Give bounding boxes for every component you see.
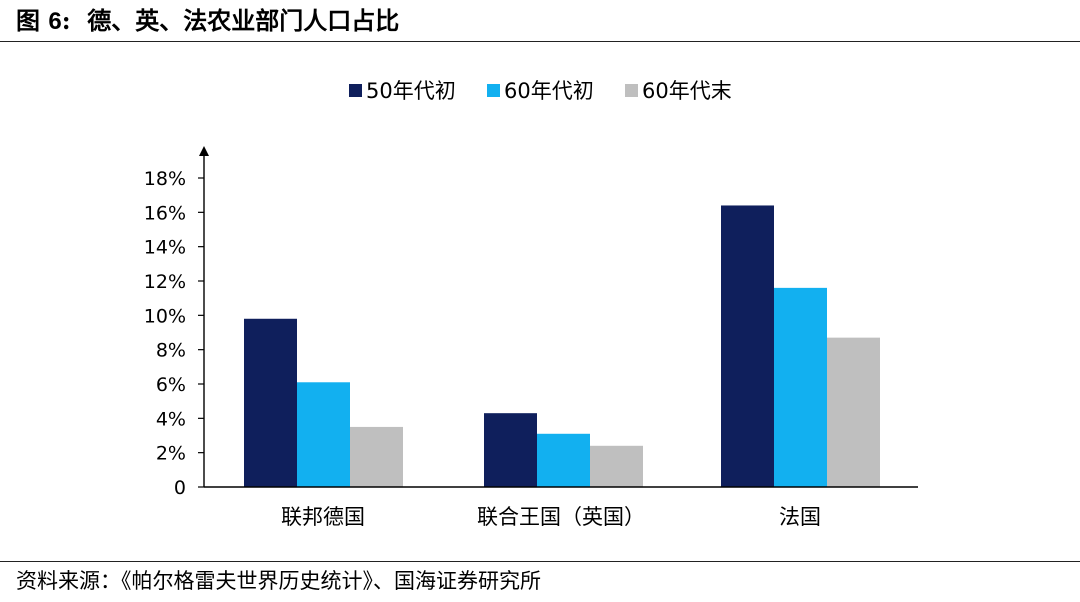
legend-swatch-3: [625, 84, 638, 97]
bar-chart: 50年代初 60年代初 60年代末 0 2% 4% 6% 8% 10% 12% 14% 16% 18%…: [144, 79, 918, 529]
y-tick-label: 4%: [156, 408, 186, 430]
figure-title-separator: :: [61, 6, 71, 35]
title-divider: [0, 41, 1080, 42]
figure-title-number: 6: [48, 8, 62, 35]
y-tick-label: 16%: [144, 202, 186, 224]
bar-2-1: [484, 413, 537, 487]
y-tick-label: 0: [174, 477, 186, 499]
legend-swatch-2: [487, 84, 500, 97]
y-tick-label: 14%: [144, 237, 186, 259]
bar-1-2: [297, 382, 350, 487]
bar-3-3: [827, 337, 880, 487]
bar-1-1: [244, 318, 297, 487]
y-tick-label: 8%: [156, 340, 186, 362]
figure-title: 图 6: 德、英、法农业部门人口占比: [16, 4, 399, 38]
legend-label-2: 60年代初: [504, 79, 594, 103]
legend-swatch-1: [349, 84, 362, 97]
x-category-label: 联合王国（英国）: [477, 505, 645, 529]
source-note: 资料来源：《帕尔格雷夫世界历史统计》、国海证券研究所: [16, 569, 541, 593]
x-category-label: 联邦德国: [281, 505, 365, 529]
bar-2-3: [590, 445, 643, 487]
y-axis-arrow: [199, 146, 209, 156]
y-axis: 0 2% 4% 6% 8% 10% 12% 14% 16% 18%: [144, 146, 209, 499]
y-tick-label: 18%: [144, 168, 186, 190]
x-axis: 联邦德国 联合王国（英国） 法国: [204, 486, 918, 529]
bar-3-1: [721, 205, 774, 487]
bars: [244, 205, 880, 487]
bar-3-2: [774, 287, 827, 487]
y-tick-label: 10%: [144, 305, 186, 327]
legend-label-3: 60年代末: [642, 79, 732, 103]
chart-legend: 50年代初 60年代初 60年代末: [349, 79, 732, 103]
y-tick-label: 12%: [144, 271, 186, 293]
bar-2-2: [537, 433, 590, 487]
figure-title-text: 德、英、法农业部门人口占比: [87, 6, 400, 35]
legend-label-1: 50年代初: [366, 79, 456, 103]
bar-1-3: [350, 426, 403, 487]
figure-title-prefix: 图: [16, 6, 49, 35]
x-category-label: 法国: [779, 505, 821, 529]
y-tick-label: 6%: [156, 374, 186, 396]
source-divider: [0, 561, 1080, 562]
y-tick-label: 2%: [156, 443, 186, 465]
